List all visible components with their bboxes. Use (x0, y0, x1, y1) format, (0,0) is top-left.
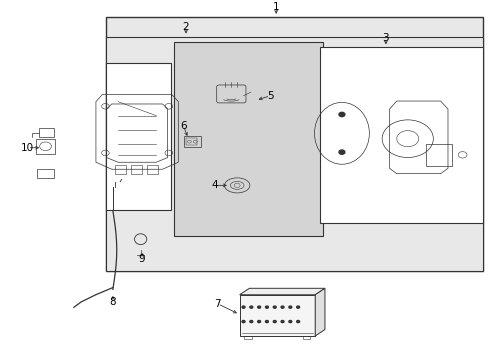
Circle shape (265, 306, 268, 308)
Circle shape (249, 320, 252, 323)
Bar (183, 136, 200, 147)
Text: 6: 6 (180, 121, 186, 131)
Bar (425, 144, 451, 166)
Bar (130, 165, 142, 174)
Bar (115, 165, 126, 174)
Circle shape (281, 320, 284, 323)
Text: 10: 10 (21, 143, 34, 153)
Text: 4: 4 (211, 180, 218, 190)
Bar (105, 63, 171, 211)
Circle shape (242, 320, 244, 323)
Circle shape (273, 320, 276, 323)
Circle shape (242, 306, 244, 308)
Text: 8: 8 (109, 297, 116, 307)
Polygon shape (239, 288, 325, 295)
Circle shape (296, 320, 299, 323)
Bar (303, 336, 310, 339)
Circle shape (249, 306, 252, 308)
Bar (320, 47, 483, 223)
Text: 7: 7 (214, 299, 221, 309)
Circle shape (338, 112, 344, 117)
Circle shape (296, 306, 299, 308)
Circle shape (257, 306, 260, 308)
Bar (36, 139, 55, 154)
Text: 9: 9 (139, 254, 145, 264)
Bar (239, 295, 315, 336)
Bar (244, 336, 251, 339)
Bar (173, 42, 322, 235)
Bar (37, 169, 54, 178)
Circle shape (288, 320, 291, 323)
Text: 5: 5 (266, 91, 273, 101)
Text: 1: 1 (272, 2, 279, 12)
Circle shape (273, 306, 276, 308)
Bar (186, 138, 197, 144)
Circle shape (281, 306, 284, 308)
Circle shape (257, 320, 260, 323)
Circle shape (288, 306, 291, 308)
Bar (39, 128, 54, 137)
Polygon shape (315, 288, 325, 336)
Bar (146, 165, 158, 174)
Circle shape (265, 320, 268, 323)
Text: 2: 2 (183, 22, 189, 32)
Text: 3: 3 (382, 33, 388, 43)
Bar (105, 17, 483, 271)
Bar (105, 37, 483, 271)
Circle shape (338, 150, 344, 154)
